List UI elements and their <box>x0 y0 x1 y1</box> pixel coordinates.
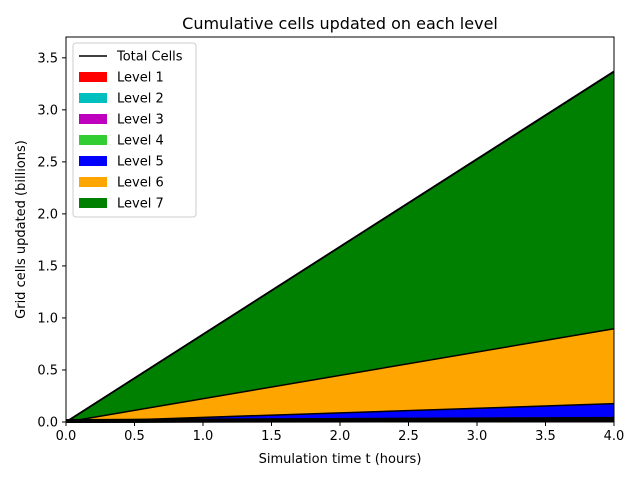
y-tick-label: 2.5 <box>37 155 58 170</box>
y-tick-label: 3.5 <box>37 51 58 66</box>
legend-box <box>72 42 197 218</box>
legend-label-level-3: Level 3 <box>117 113 164 128</box>
legend: Total Cells Level 1 Level 2 Level 3 Level 4 L… <box>72 42 197 218</box>
y-tick-label: 2.0 <box>37 207 58 222</box>
y-tick-label: 3.0 <box>37 103 58 118</box>
x-axis-ticks: 0.0 0.5 1.0 1.5 2.0 2.5 3.0 3.5 4.0 <box>56 422 625 444</box>
legend-swatch-level-3 <box>79 114 107 124</box>
legend-label-level-7: Level 7 <box>117 197 164 212</box>
legend-swatch-level-7 <box>79 198 107 208</box>
legend-label-level-2: Level 2 <box>117 92 164 107</box>
legend-swatch-level-1 <box>79 72 107 82</box>
x-tick-label: 4.0 <box>604 429 625 444</box>
legend-label-level-1: Level 1 <box>117 71 164 86</box>
legend-label-level-6: Level 6 <box>117 176 164 191</box>
legend-swatch-level-6 <box>79 177 107 187</box>
legend-label-level-5: Level 5 <box>117 155 164 170</box>
legend-label-level-4: Level 4 <box>117 134 164 149</box>
x-axis-label: Simulation time t (hours) <box>259 452 422 467</box>
edge-level-6 <box>65 328 615 423</box>
x-tick-label: 1.0 <box>193 429 214 444</box>
y-tick-label: 1.0 <box>37 311 58 326</box>
chart-title: Cumulative cells updated on each level <box>182 14 498 33</box>
x-tick-label: 3.5 <box>535 429 556 444</box>
base-levels-edge <box>65 416 615 423</box>
legend-swatch-level-2 <box>79 93 107 103</box>
y-axis-ticks: 0.0 0.5 1.0 1.5 2.0 2.5 3.0 3.5 <box>37 51 66 431</box>
line-total-cells <box>65 70 615 423</box>
legend-label-total-cells: Total Cells <box>116 50 183 65</box>
y-tick-label: 0.0 <box>37 416 58 431</box>
x-tick-label: 0.5 <box>124 429 145 444</box>
y-axis-label: Grid cells updated (billions) <box>14 140 29 319</box>
x-tick-label: 2.5 <box>398 429 419 444</box>
legend-swatch-level-4 <box>79 135 107 145</box>
y-tick-label: 0.5 <box>37 363 58 378</box>
y-tick-label: 1.5 <box>37 259 58 274</box>
x-tick-label: 2.0 <box>330 429 351 444</box>
legend-swatch-level-5 <box>79 156 107 166</box>
x-tick-label: 0.0 <box>56 429 77 444</box>
x-tick-label: 3.0 <box>467 429 488 444</box>
x-tick-label: 1.5 <box>261 429 282 444</box>
